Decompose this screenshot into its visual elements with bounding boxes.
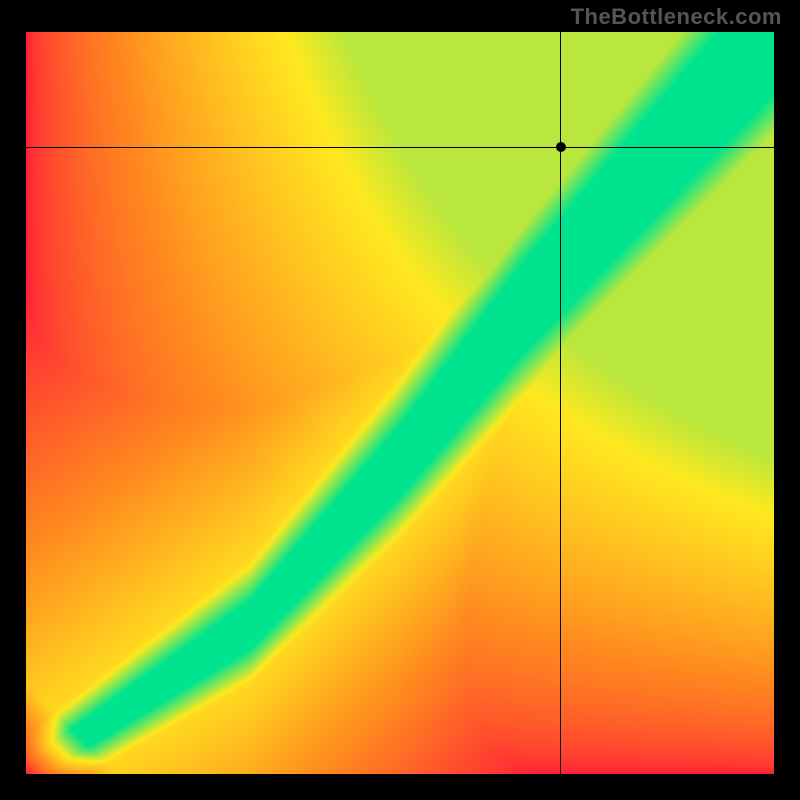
heatmap-canvas: [26, 32, 774, 774]
watermark-text: TheBottleneck.com: [571, 4, 782, 30]
heatmap-plot-area: [26, 32, 774, 774]
chart-container: TheBottleneck.com: [0, 0, 800, 800]
crosshair-marker-dot: [556, 142, 566, 152]
crosshair-horizontal-line: [26, 147, 774, 148]
